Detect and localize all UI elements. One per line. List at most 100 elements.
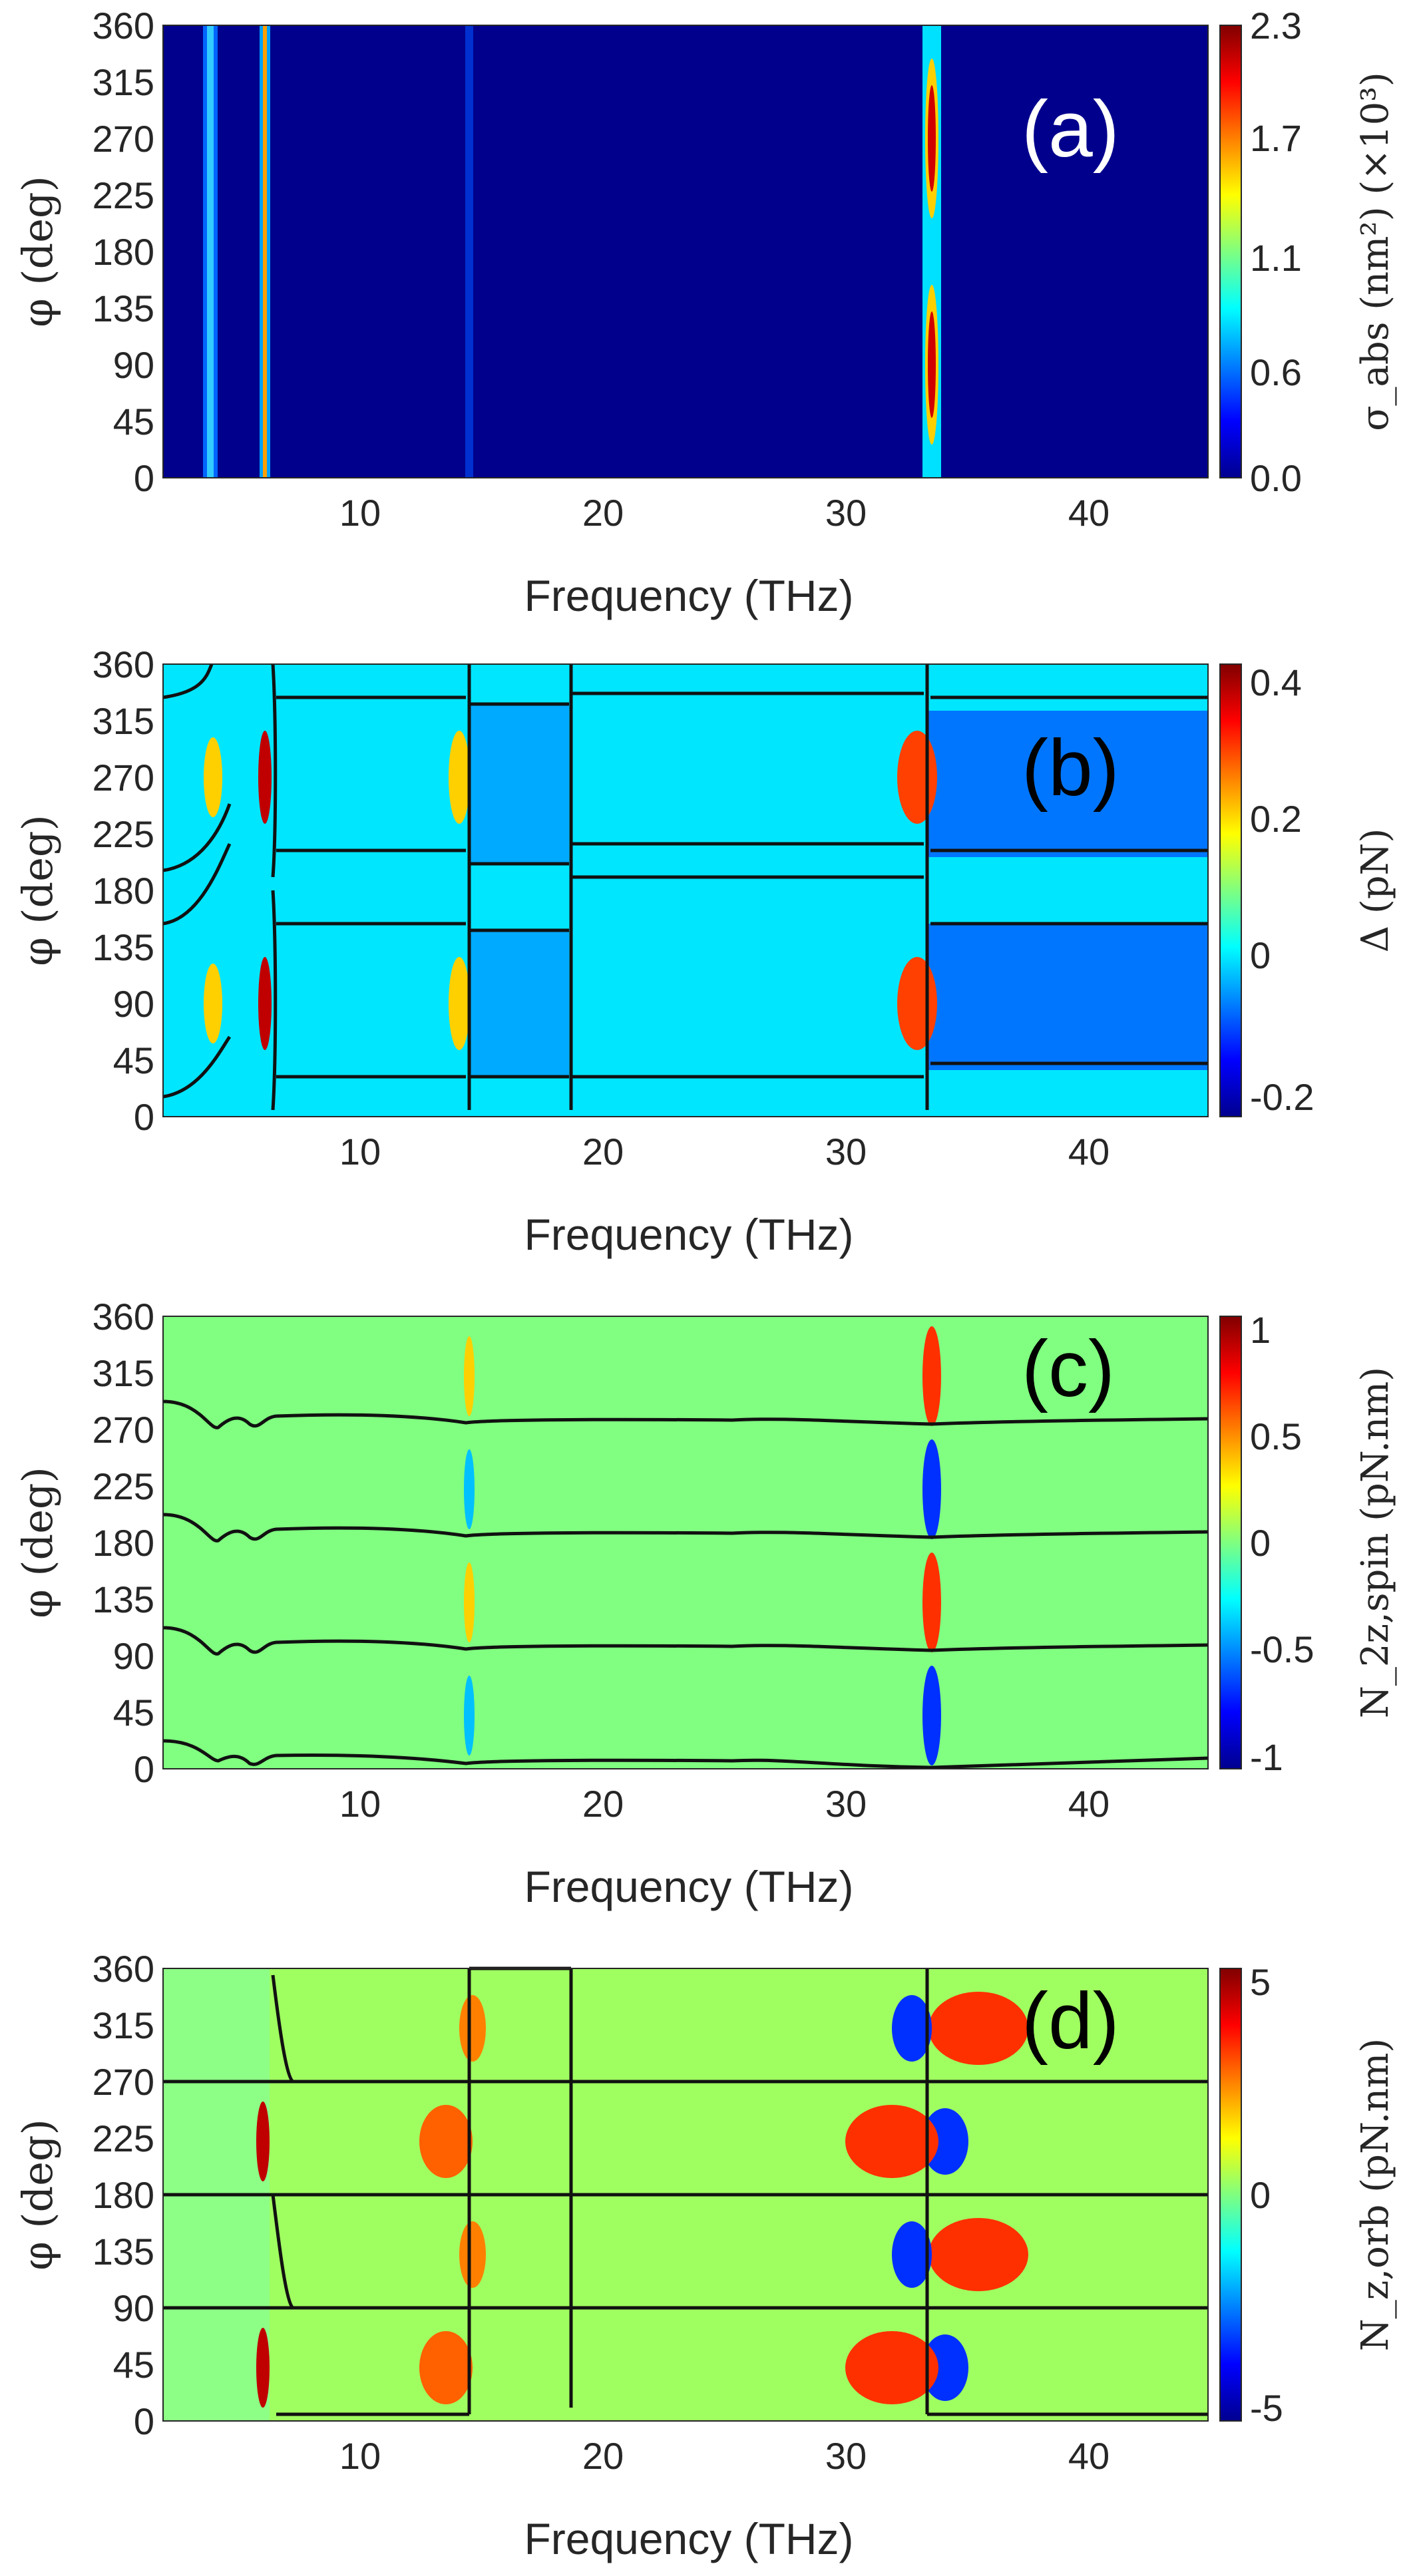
colorbar-ticks: -5 0 5 <box>1250 1961 1283 2429</box>
colorbar-ticks: -1 -0.5 0 0.5 1 <box>1250 1309 1314 1778</box>
colorbar <box>1219 1316 1242 1769</box>
orbital-lobe-14thz-315 <box>459 1995 486 2062</box>
colorbar-tick-label: 0.4 <box>1250 661 1302 703</box>
negative-region <box>928 924 1208 1070</box>
positive-lobe-5-9thz-270 <box>258 731 272 824</box>
resonance-band-14-3thz <box>465 25 473 478</box>
colorbar-label: σ_abs (nm²) (×10³) <box>1354 72 1397 431</box>
spin-lobe-135deg <box>922 1553 941 1652</box>
y-tick-label: 180 <box>93 231 154 273</box>
orbital-lobe-14thz-135 <box>459 2221 486 2288</box>
x-tick-label: 40 <box>1068 2435 1110 2477</box>
panel-c: (c) 0 45 90 135 180 225 270 315 360 10 2… <box>13 1296 1397 1911</box>
resonance-band-3-9thz-core <box>207 25 214 478</box>
negative-region <box>469 704 569 864</box>
y-tick-label: 315 <box>93 1352 154 1394</box>
panel-label: (a) <box>1022 85 1119 174</box>
x-tick-label: 20 <box>582 492 624 534</box>
y-tick-label: 90 <box>113 344 154 386</box>
x-tick-label: 10 <box>339 1783 381 1825</box>
colorbar-tick-label: 0 <box>1250 2174 1271 2216</box>
zero-contours <box>163 1966 1208 2416</box>
x-tick-label: 30 <box>825 1131 867 1173</box>
y-tick-label: 180 <box>93 870 154 912</box>
y-axis-label: φ (deg) <box>13 1467 62 1618</box>
panel-b: (b) 0 45 90 135 180 225 270 315 360 10 2… <box>13 644 1397 1259</box>
spin-lobe-14thz-225 <box>464 1449 475 1529</box>
colorbar-label: N_z,orb (pN.nm) <box>1354 2038 1397 2351</box>
x-ticks: 10 20 30 40 <box>339 492 1110 534</box>
orbital-lobe-neg-315-left <box>892 1995 932 2062</box>
y-tick-label: 225 <box>93 1465 154 1507</box>
y-tick-label: 225 <box>93 174 154 216</box>
panel-label: (b) <box>1022 723 1119 813</box>
y-tick-label: 45 <box>113 401 154 443</box>
colorbar-tick-label: 0.5 <box>1250 1415 1302 1457</box>
colorbar-tick-label: -1 <box>1250 1736 1283 1778</box>
axes-frame <box>162 663 1209 1117</box>
y-axis-label: φ (deg) <box>13 176 62 327</box>
colorbar-label: Δ (pN) <box>1354 828 1397 953</box>
colorbar <box>1219 25 1242 478</box>
y-tick-label: 90 <box>113 2287 154 2329</box>
y-tick-label: 45 <box>113 1039 154 1081</box>
colorbar-tick-label: 5 <box>1250 1961 1271 2003</box>
spin-lobe-14thz-45 <box>464 1676 475 1755</box>
panel-a: (a) 0 45 90 135 180 225 270 315 360 10 2… <box>13 5 1397 620</box>
x-tick-label: 20 <box>582 1783 624 1825</box>
colorbar <box>1219 1968 1242 2422</box>
x-tick-label: 40 <box>1068 1131 1110 1173</box>
orbital-lobe-neg-225 <box>922 2108 968 2175</box>
y-tick-label: 270 <box>93 1409 154 1451</box>
y-tick-label: 360 <box>93 1948 154 1990</box>
y-tick-label: 45 <box>113 1692 154 1734</box>
colorbar-ticks: -0.2 0 0.2 0.4 <box>1250 661 1314 1118</box>
positive-lobe-14thz-90 <box>449 957 470 1050</box>
spin-lobe-315deg <box>922 1326 941 1426</box>
axes-frame <box>162 1316 1209 1769</box>
resonance-band-5-9thz-core <box>263 25 267 478</box>
x-tick-label: 10 <box>339 492 381 534</box>
y-tick-label: 90 <box>113 983 154 1025</box>
colorbar-tick-label: -5 <box>1250 2387 1283 2429</box>
y-tick-label: 180 <box>93 2174 154 2216</box>
colorbar-tick-label: 1.7 <box>1250 117 1302 159</box>
colorbar-tick-label: 0.2 <box>1250 798 1302 840</box>
panel-d: (d) 0 45 90 135 180 225 270 315 360 10 2… <box>13 1948 1397 2563</box>
y-tick-label: 225 <box>93 2117 154 2159</box>
colorbar-label: N_2z,spin (pN.nm) <box>1354 1367 1397 1718</box>
panel-label: (c) <box>1022 1324 1115 1413</box>
colorbar-tick-label: 0.6 <box>1250 351 1302 393</box>
y-axis-label: φ (deg) <box>13 815 62 966</box>
y-tick-label: 0 <box>134 1096 154 1138</box>
orbital-lobe-pos-225-left <box>845 2105 938 2178</box>
x-ticks: 10 20 30 40 <box>339 2435 1110 2477</box>
y-tick-label: 315 <box>93 2004 154 2046</box>
y-tick-label: 135 <box>93 287 154 329</box>
spin-lobe-14thz-315 <box>464 1336 475 1416</box>
y-ticks: 0 45 90 135 180 225 270 315 360 <box>93 5 154 499</box>
colorbar-tick-label: -0.2 <box>1250 1076 1314 1118</box>
colorbar-tick-label: -0.5 <box>1250 1628 1314 1670</box>
y-tick-label: 270 <box>93 118 154 160</box>
positive-lobe-3-9thz-270 <box>204 737 222 817</box>
y-tick-label: 0 <box>134 457 154 499</box>
y-tick-label: 360 <box>93 5 154 47</box>
x-tick-label: 20 <box>582 2435 624 2477</box>
y-tick-label: 0 <box>134 2400 154 2442</box>
zero-contours <box>162 1399 1209 1769</box>
x-tick-label: 30 <box>825 2435 867 2477</box>
negative-region <box>928 711 1208 857</box>
y-ticks: 0 45 90 135 180 225 270 315 360 <box>93 644 154 1138</box>
x-ticks: 10 20 30 40 <box>339 1131 1110 1173</box>
orbital-lobe-neg-135-left <box>892 2221 932 2288</box>
spin-lobe-45deg <box>922 1666 941 1765</box>
heatmap-a-background <box>163 25 1208 478</box>
colorbar-tick-label: 0 <box>1250 934 1271 976</box>
y-tick-label: 315 <box>93 700 154 742</box>
x-tick-label: 20 <box>582 1131 624 1173</box>
negative-region <box>469 930 569 1077</box>
y-tick-label: 45 <box>113 2344 154 2386</box>
axes-frame <box>162 25 1209 478</box>
x-tick-label: 10 <box>339 2435 381 2477</box>
